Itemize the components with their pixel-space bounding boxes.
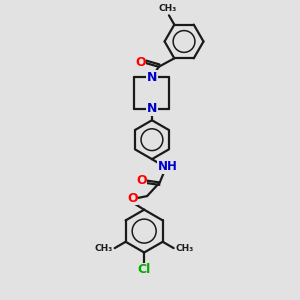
Text: NH: NH bbox=[158, 160, 177, 173]
Text: O: O bbox=[135, 56, 146, 69]
Text: N: N bbox=[147, 102, 157, 115]
Text: Cl: Cl bbox=[137, 263, 151, 277]
Text: O: O bbox=[127, 191, 138, 205]
Text: CH₃: CH₃ bbox=[176, 244, 194, 253]
Text: O: O bbox=[136, 174, 147, 187]
Text: CH₃: CH₃ bbox=[159, 4, 177, 14]
Text: CH₃: CH₃ bbox=[94, 244, 113, 253]
Text: N: N bbox=[147, 71, 157, 84]
